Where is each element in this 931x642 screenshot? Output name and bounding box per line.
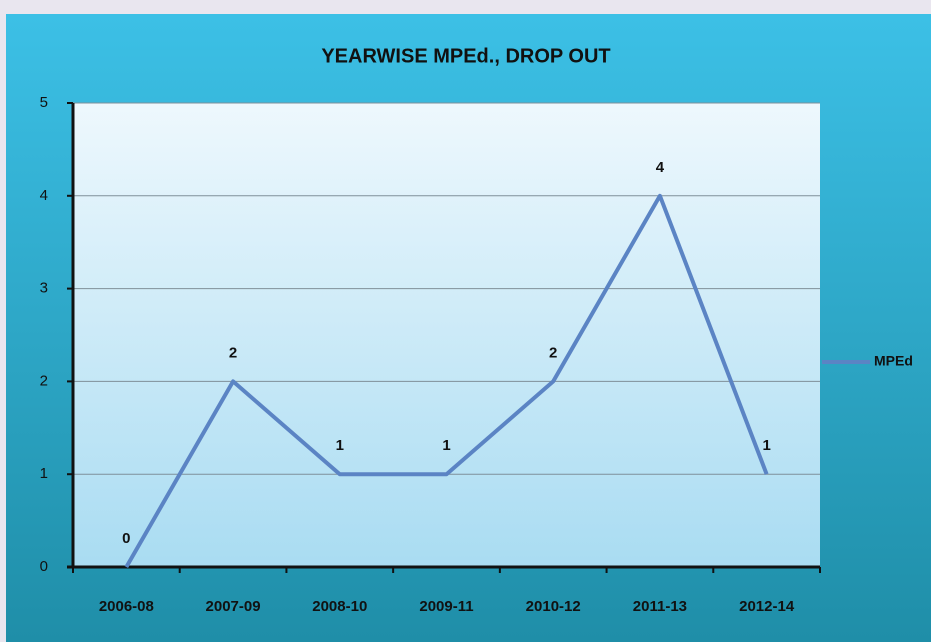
x-tick-label: 2011-13 <box>633 598 687 615</box>
legend-label: MPEd <box>874 353 913 369</box>
chart-title: YEARWISE MPEd., DROP OUT <box>321 45 610 67</box>
data-label: 1 <box>442 437 450 454</box>
y-tick-label: 5 <box>40 94 48 111</box>
y-tick-label: 4 <box>40 187 48 204</box>
x-tick-label: 2012-14 <box>739 598 795 615</box>
x-tick-label: 2009-11 <box>419 598 473 615</box>
data-label: 1 <box>762 437 770 454</box>
y-tick-label: 0 <box>40 558 48 575</box>
plot-area <box>73 103 820 567</box>
data-line <box>124 193 769 568</box>
data-label: 2 <box>549 344 557 361</box>
data-label: 0 <box>122 530 130 547</box>
data-label: 1 <box>336 437 344 454</box>
data-label: 2 <box>229 344 237 361</box>
data-label: 4 <box>656 159 665 176</box>
y-tick-label: 1 <box>40 465 48 482</box>
y-tick-label: 3 <box>40 280 48 297</box>
x-tick-label: 2007-09 <box>206 598 261 615</box>
x-tick-label: 2006-08 <box>99 598 154 615</box>
y-tick-label: 2 <box>40 372 48 389</box>
x-tick-label: 2008-10 <box>312 598 367 615</box>
x-tick-label: 2010-12 <box>526 598 581 615</box>
